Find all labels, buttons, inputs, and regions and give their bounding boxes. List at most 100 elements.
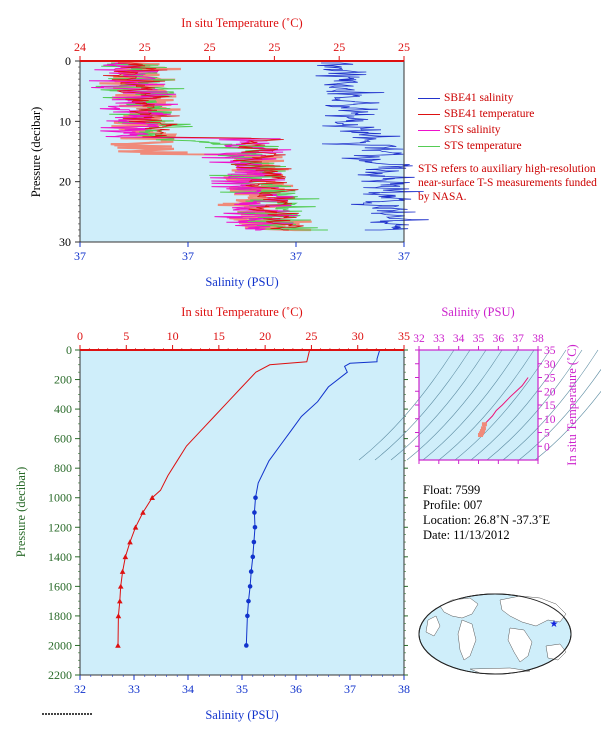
main-sal-tick-label: 36 [290, 682, 302, 696]
salinity-point [252, 524, 258, 530]
main-pressure-tick-label: 600 [54, 432, 72, 446]
salinity-point [252, 510, 257, 515]
main-temp-tick-label: 0 [77, 329, 83, 343]
top-sal-tick-label: 37 [398, 249, 410, 263]
temperature-point [132, 524, 139, 530]
temperature-point [117, 598, 123, 604]
ts-density-contour [358, 349, 455, 461]
top-pressure-tick-label: 30 [59, 235, 71, 249]
main-pressure-tick-label: 1600 [48, 579, 72, 593]
salinity-point [251, 539, 257, 545]
profile-date: Date: 11/13/2012 [423, 528, 510, 542]
main-sal-tick-label: 32 [74, 682, 86, 696]
sts-note: STS refers to auxiliary high-resolution … [418, 163, 597, 203]
main-axis-ticks: 0 5 10 15 20 25 30 35 32 33 34 35 36 37 38 0 200 400 600 80… [48, 329, 410, 696]
temperature-point [115, 613, 122, 619]
top-sal-tick-label: 37 [290, 249, 302, 263]
float-id: Float: 7599 [423, 483, 481, 497]
ts-plot-area [419, 350, 538, 460]
ts-density-contour [486, 349, 583, 461]
ts-point [479, 429, 485, 434]
map-land [425, 595, 567, 675]
main-pressure-tick-label: 2000 [48, 638, 72, 652]
main-chart: 0 5 10 15 20 25 30 35 32 33 34 35 36 37 38 0 200 400 600 80… [14, 305, 410, 722]
main-temp-tick-label: 15 [213, 329, 225, 343]
profile-number: Profile: 007 [423, 498, 483, 512]
top-temp-tick-label: 25 [204, 40, 216, 54]
salinity-point [248, 569, 254, 574]
ts-temp-tick-label: 5 [544, 428, 550, 440]
top-sal-tick-label: 37 [74, 249, 86, 263]
ts-temp-tick-label: 35 [544, 345, 556, 357]
ts-density-contour [534, 390, 601, 461]
temperature-profile-line [117, 349, 311, 646]
world-map: ★ [418, 593, 572, 675]
main-temperature-axis-label: In situ Temperature (˚C) [181, 305, 302, 319]
main-temp-tick-label: 20 [259, 329, 271, 343]
main-temp-tick-label: 35 [398, 329, 410, 343]
ts-density-contour [390, 349, 487, 461]
sbe41-salinity-line [315, 62, 429, 231]
ts-points [477, 377, 529, 437]
salinity-point [245, 613, 250, 619]
top-profile-lines [88, 61, 429, 232]
main-pressure-tick-label: 800 [54, 461, 72, 475]
legend-items: SBE41 salinity SBE41 temperature STS salin… [418, 90, 534, 154]
ts-point [481, 422, 487, 427]
main-profile-lines [115, 349, 381, 648]
top-temp-tick-label: 25 [268, 40, 280, 54]
ts-density-contour [470, 349, 567, 461]
ts-density-contour [438, 349, 535, 461]
temperature-point [119, 568, 126, 574]
temperature-point [122, 554, 129, 560]
main-salinity-axis-label: Salinity (PSU) [205, 708, 278, 722]
ts-density-contour [422, 349, 519, 461]
top-temperature-axis-label: In situ Temperature (˚C) [181, 16, 302, 30]
ts-sal-tick-label: 32 [413, 333, 425, 345]
salinity-point [247, 584, 253, 589]
ts-temp-tick-label: 25 [544, 373, 556, 385]
temperature-point [140, 509, 146, 515]
main-pressure-tick-label: 1800 [48, 609, 72, 623]
salinity-point [246, 598, 251, 604]
top-pressure-axis-label: Pressure (decibar) [29, 107, 43, 198]
ts-temp-tick-label: 20 [544, 386, 556, 398]
main-pressure-tick-label: 1200 [48, 520, 72, 534]
float-info: Float: 7599 Profile: 007 Location: 26.8˚… [423, 483, 550, 543]
ts-sal-tick-label: 37 [512, 333, 524, 345]
main-temp-tick-label: 25 [305, 329, 317, 343]
top-temp-tick-label: 24 [74, 40, 86, 54]
legend-swatch [418, 97, 440, 99]
ts-salinity-axis-label: Salinity (PSU) [441, 305, 514, 319]
top-sal-tick-label: 37 [182, 249, 194, 263]
salinity-point [250, 554, 256, 560]
main-pressure-tick-label: 1000 [48, 491, 72, 505]
salinity-profile-line [245, 349, 381, 646]
main-sal-tick-label: 37 [344, 682, 356, 696]
salinity-point [244, 643, 249, 648]
main-pressure-tick-label: 400 [54, 402, 72, 416]
main-sal-tick-label: 33 [128, 682, 140, 696]
ts-sal-tick-label: 34 [453, 333, 465, 345]
main-sal-tick-label: 35 [236, 682, 248, 696]
legend-item: STS salinity [418, 122, 534, 138]
temperature-point [149, 494, 156, 501]
ts-temp-tick-label: 0 [544, 441, 550, 453]
main-temp-tick-label: 10 [167, 329, 179, 343]
top-temp-tick-label: 25 [139, 40, 151, 54]
top-pressure-tick-label: 0 [65, 54, 71, 68]
main-pressure-tick-label: 0 [66, 343, 72, 357]
legend-swatch [418, 129, 440, 131]
float-location: Location: 26.8˚N -37.3˚E [423, 513, 551, 527]
main-sal-tick-label: 34 [182, 682, 194, 696]
ts-point [477, 432, 483, 437]
float-location-marker-icon: ★ [550, 619, 559, 630]
main-temp-tick-label: 30 [352, 329, 364, 343]
temperature-point [127, 539, 133, 545]
top-temp-tick-label: 25 [398, 40, 410, 54]
main-temp-tick-label: 5 [123, 329, 129, 343]
legend-label: STS salinity [444, 124, 501, 136]
ts-temp-tick-label: 15 [544, 400, 556, 412]
